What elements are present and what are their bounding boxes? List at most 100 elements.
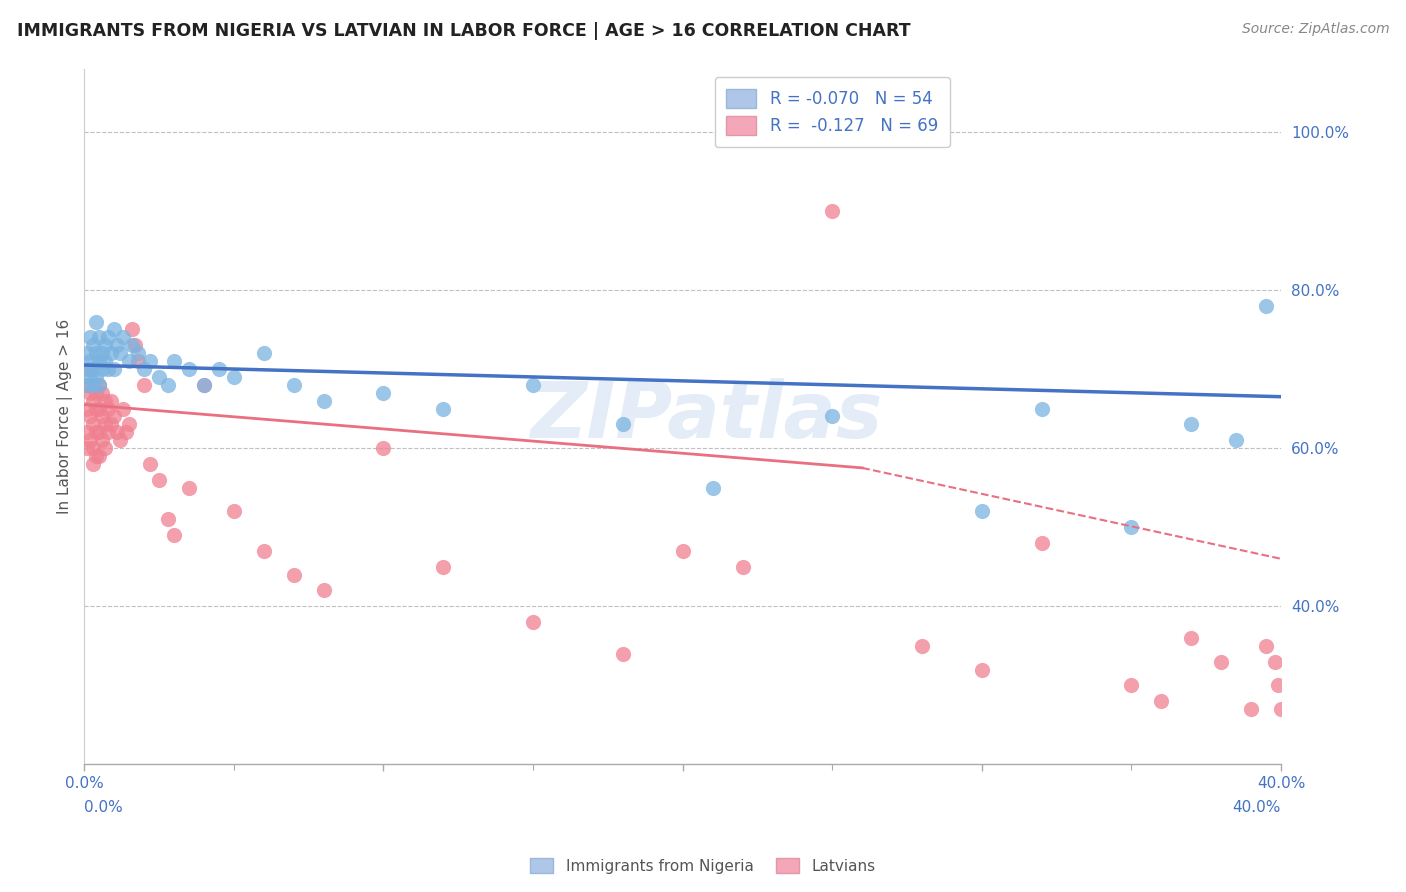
Point: [100, 346, 122, 360]
Point: [731, 559, 754, 574]
Point: [84, 346, 107, 360]
Point: [82, 457, 104, 471]
Point: [373, 441, 395, 455]
Point: [1150, 694, 1173, 708]
Point: [1031, 401, 1053, 416]
Point: [91, 434, 114, 448]
Point: [1256, 639, 1278, 653]
Point: [1180, 417, 1202, 432]
Point: [911, 639, 934, 653]
Point: [112, 401, 135, 416]
Point: [84, 315, 107, 329]
Point: [97, 401, 120, 416]
Point: [702, 481, 724, 495]
Point: [76, 401, 98, 416]
Point: [672, 544, 695, 558]
Point: [100, 417, 122, 432]
Point: [84, 370, 107, 384]
Point: [1256, 299, 1278, 313]
Point: [76, 346, 98, 360]
Point: [821, 203, 844, 218]
Point: [91, 385, 114, 400]
Point: [612, 647, 634, 661]
Point: [1267, 678, 1289, 692]
Point: [1031, 536, 1053, 550]
Point: [134, 362, 156, 376]
Point: [373, 385, 395, 400]
Point: [89, 449, 111, 463]
Point: [157, 512, 180, 526]
Point: [121, 338, 143, 352]
Point: [163, 528, 186, 542]
Text: ZIPatlas: ZIPatlas: [530, 378, 883, 455]
Text: Source: ZipAtlas.com: Source: ZipAtlas.com: [1241, 22, 1389, 37]
Point: [100, 393, 122, 408]
Point: [76, 362, 98, 376]
Point: [91, 346, 114, 360]
Point: [148, 370, 170, 384]
Point: [1121, 520, 1143, 534]
Point: [89, 354, 111, 368]
Point: [94, 393, 117, 408]
Point: [139, 354, 162, 368]
Point: [76, 425, 98, 440]
Point: [84, 401, 107, 416]
Point: [118, 354, 141, 368]
Point: [124, 338, 146, 352]
Point: [208, 362, 231, 376]
Point: [105, 338, 128, 352]
Point: [103, 322, 125, 336]
Point: [89, 377, 111, 392]
Point: [1225, 434, 1247, 448]
Point: [76, 441, 98, 455]
Text: 40.0%: 40.0%: [1233, 800, 1281, 815]
Point: [522, 615, 544, 629]
Point: [522, 377, 544, 392]
Point: [82, 417, 104, 432]
Point: [432, 401, 454, 416]
Point: [82, 393, 104, 408]
Point: [312, 583, 335, 598]
Point: [1211, 655, 1233, 669]
Point: [82, 362, 104, 376]
Point: [148, 473, 170, 487]
Point: [1270, 702, 1292, 716]
Point: [1240, 702, 1263, 716]
Point: [94, 441, 117, 455]
Point: [1180, 631, 1202, 645]
Legend: Immigrants from Nigeria, Latvians: Immigrants from Nigeria, Latvians: [524, 852, 882, 880]
Point: [112, 330, 135, 344]
Point: [94, 354, 117, 368]
Point: [193, 377, 215, 392]
Point: [79, 370, 101, 384]
Point: [118, 417, 141, 432]
Point: [79, 434, 101, 448]
Y-axis label: In Labor Force | Age > 16: In Labor Force | Age > 16: [58, 318, 73, 514]
Point: [970, 663, 993, 677]
Point: [94, 338, 117, 352]
Point: [89, 401, 111, 416]
Text: IMMIGRANTS FROM NIGERIA VS LATVIAN IN LABOR FORCE | AGE > 16 CORRELATION CHART: IMMIGRANTS FROM NIGERIA VS LATVIAN IN LA…: [17, 22, 911, 40]
Point: [108, 346, 131, 360]
Point: [157, 377, 180, 392]
Point: [105, 425, 128, 440]
Point: [89, 377, 111, 392]
Point: [97, 362, 120, 376]
Point: [103, 409, 125, 424]
Point: [84, 385, 107, 400]
Point: [253, 346, 276, 360]
Point: [283, 377, 305, 392]
Point: [94, 417, 117, 432]
Point: [79, 362, 101, 376]
Point: [1264, 655, 1286, 669]
Legend: R = -0.070   N = 54, R =  -0.127   N = 69: R = -0.070 N = 54, R = -0.127 N = 69: [714, 77, 949, 147]
Point: [177, 481, 200, 495]
Point: [115, 425, 138, 440]
Point: [76, 377, 98, 392]
Point: [79, 409, 101, 424]
Point: [79, 354, 101, 368]
Point: [89, 330, 111, 344]
Point: [121, 322, 143, 336]
Point: [163, 354, 186, 368]
Point: [127, 354, 149, 368]
